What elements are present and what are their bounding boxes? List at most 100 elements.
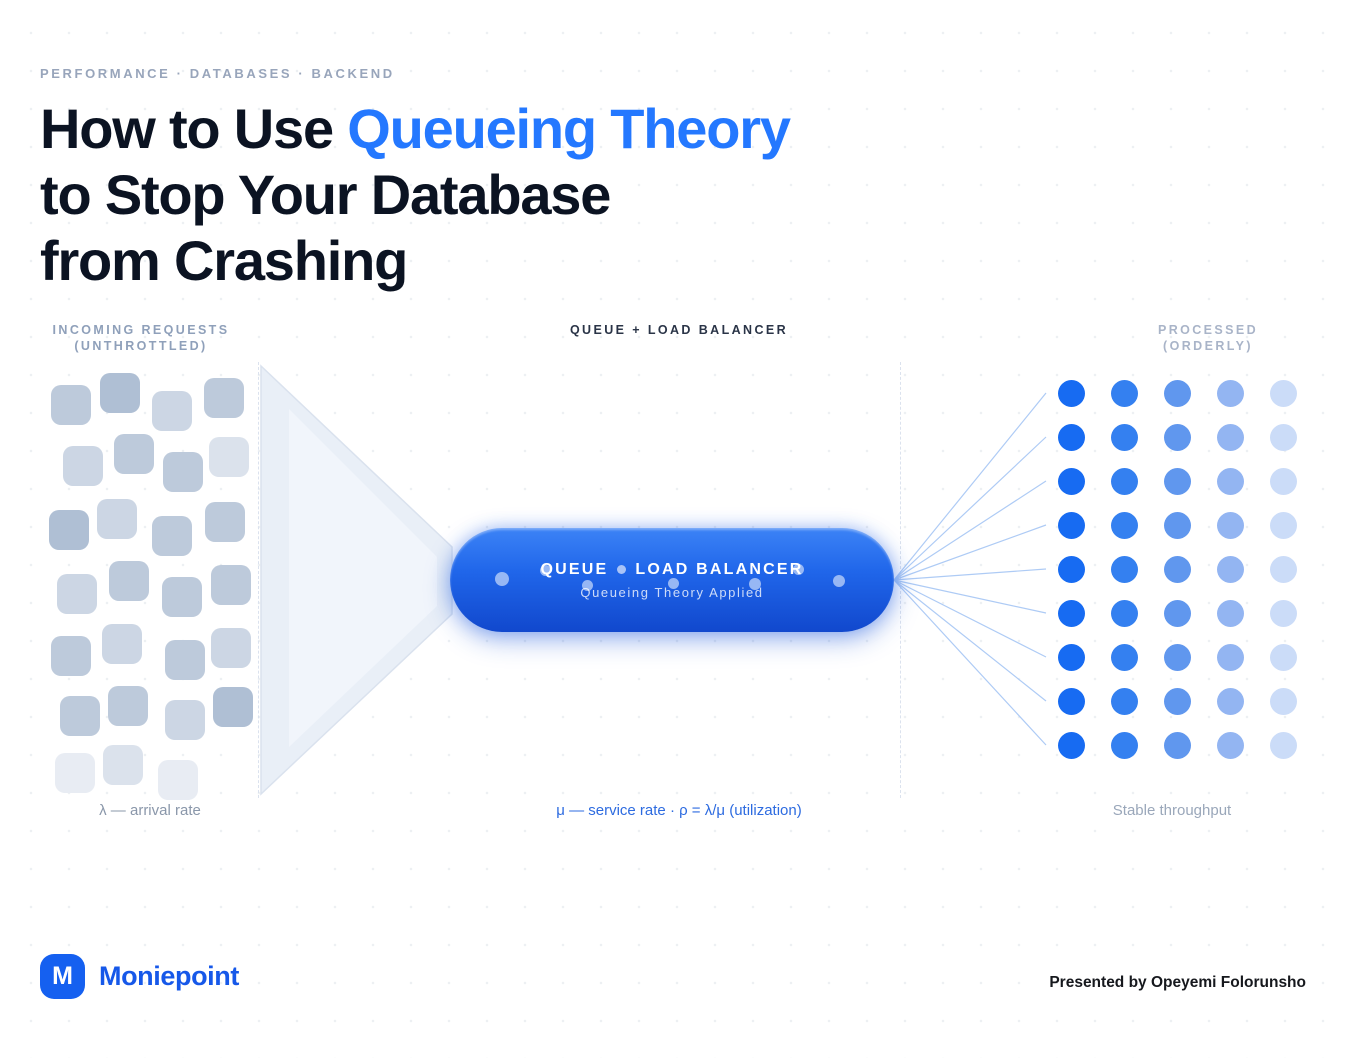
brand-name: Moniepoint <box>99 961 239 991</box>
pill-title: QUEUE LOAD BALANCER <box>540 561 803 579</box>
request-square <box>57 574 97 614</box>
processed-request-circle <box>1269 731 1297 759</box>
processed-request-circle <box>1163 643 1191 671</box>
queue-item-dot <box>539 564 551 576</box>
header-queue-load-balancer: QUEUE + LOAD BALANCER <box>479 322 879 338</box>
caption-service-rate: μ — service rate · ρ = λ/μ (utilization) <box>556 802 802 819</box>
processed-request-circle <box>1110 467 1138 495</box>
queue-item-dot <box>833 575 845 587</box>
request-square <box>100 373 140 413</box>
pill-subtitle: Queueing Theory Applied <box>580 584 764 600</box>
moniepoint-logo-icon: M <box>40 954 85 999</box>
processed-request-circle <box>1269 599 1297 627</box>
title-line3: from Crashing <box>40 229 408 292</box>
processed-request-circle <box>1216 731 1244 759</box>
processed-request-circle <box>1216 467 1244 495</box>
section-divider-left <box>258 362 259 798</box>
request-square <box>49 510 89 550</box>
processed-request-circle <box>1110 555 1138 583</box>
processed-request-circle <box>1057 687 1085 715</box>
processed-request-circle <box>1269 687 1297 715</box>
processed-request-circle <box>1057 599 1085 627</box>
processed-request-circle <box>1163 379 1191 407</box>
queue-item-dot <box>749 578 761 590</box>
processed-request-circle <box>1110 423 1138 451</box>
section-divider-right <box>900 362 901 798</box>
request-square <box>114 434 154 474</box>
request-square <box>55 753 95 793</box>
processed-request-circle <box>1216 687 1244 715</box>
processed-request-circle <box>1216 599 1244 627</box>
request-square <box>60 696 100 736</box>
processed-request-circle <box>1269 511 1297 539</box>
header-processed-line1: PROCESSED <box>1157 323 1259 337</box>
title-line2: to Stop Your Database <box>40 163 611 226</box>
logo-letter: M <box>52 962 73 990</box>
processed-request-circle <box>1057 731 1085 759</box>
processed-request-circle <box>1163 423 1191 451</box>
processed-request-circle <box>1216 423 1244 451</box>
processed-request-circle <box>1269 555 1297 583</box>
page-title: How to Use Queueing Theory to Stop Your … <box>40 96 940 294</box>
queue-separator-dot-icon <box>617 565 627 574</box>
processed-request-circle <box>1057 643 1085 671</box>
request-square <box>152 516 192 556</box>
title-pre: How to Use <box>40 97 348 160</box>
processed-request-circle <box>1216 643 1244 671</box>
processed-request-circle <box>1110 687 1138 715</box>
processed-request-circle <box>1163 511 1191 539</box>
processed-request-circle <box>1216 379 1244 407</box>
processed-request-circle <box>1163 731 1191 759</box>
header-incoming-line2: (UNTHROTTLED) <box>74 339 208 353</box>
queue-item-dot <box>495 572 509 586</box>
processed-request-circle <box>1269 379 1297 407</box>
title-highlight: Queueing Theory <box>347 97 791 160</box>
processed-request-circle <box>1110 731 1138 759</box>
request-square <box>152 391 192 431</box>
request-square <box>163 452 203 492</box>
processed-request-circle <box>1163 467 1191 495</box>
processed-request-circle <box>1057 379 1085 407</box>
request-square <box>213 687 253 727</box>
processed-request-circle <box>1163 599 1191 627</box>
request-square <box>205 502 245 542</box>
processed-request-circle <box>1057 511 1085 539</box>
header-incoming-line1: INCOMING REQUESTS <box>52 323 230 337</box>
request-square <box>109 561 149 601</box>
processed-request-circle <box>1110 379 1138 407</box>
request-square <box>97 499 137 539</box>
processed-request-circle <box>1057 555 1085 583</box>
pill-title-queue: QUEUE <box>540 560 609 578</box>
request-square <box>204 378 244 418</box>
processed-request-circle <box>1110 511 1138 539</box>
queue-item-dot <box>667 577 679 589</box>
request-square <box>108 686 148 726</box>
request-square <box>158 760 198 800</box>
request-square <box>63 446 103 486</box>
processed-request-circle <box>1163 555 1191 583</box>
processed-request-circle <box>1216 555 1244 583</box>
request-square <box>51 385 91 425</box>
processed-request-circle <box>1269 423 1297 451</box>
presenter-credit: Presented by Opeyemi Folorunsho <box>1049 974 1306 991</box>
header-processed: PROCESSED (ORDERLY) <box>1083 322 1333 354</box>
queue-item-dot <box>792 563 804 575</box>
processed-request-circle <box>1269 643 1297 671</box>
processed-request-circle <box>1269 467 1297 495</box>
request-square <box>211 565 251 605</box>
processed-request-circle <box>1057 423 1085 451</box>
processed-request-circle <box>1163 687 1191 715</box>
request-square <box>162 577 202 617</box>
request-square <box>102 624 142 664</box>
request-square <box>51 636 91 676</box>
header-incoming-requests: INCOMING REQUESTS (UNTHROTTLED) <box>35 322 247 354</box>
request-square <box>209 437 249 477</box>
caption-stable-throughput: Stable throughput <box>1112 802 1232 819</box>
header-processed-line2: (ORDERLY) <box>1163 339 1253 353</box>
request-square <box>211 628 251 668</box>
header-queue-line1: QUEUE + LOAD BALANCER <box>569 323 789 337</box>
processed-request-circle <box>1110 643 1138 671</box>
queue-item-dot <box>581 579 593 591</box>
request-square <box>103 745 143 785</box>
processed-request-circle <box>1110 599 1138 627</box>
